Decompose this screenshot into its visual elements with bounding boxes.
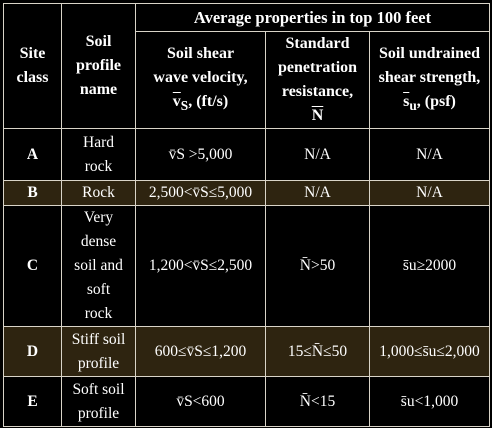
vs-cell: 1,200<v̄S≤2,500: [135, 205, 266, 327]
vs-cell: v̄S<600: [135, 376, 266, 427]
header-undrained-line1: Soil undrained: [379, 44, 480, 62]
name-line: dense: [80, 233, 117, 250]
n-cell: N̄>50: [265, 205, 370, 327]
su-symbol: s: [403, 92, 410, 110]
su-subscript: u: [409, 98, 417, 114]
vs-symbol: v: [172, 92, 181, 110]
table-row: C Very dense soil and soft rock 1,200<v̄…: [3, 205, 490, 327]
table-row: A Hard rock v̄S >5,000 N/A N/A: [3, 128, 490, 181]
name-line: profile: [77, 354, 120, 372]
name-line: Soft soil: [72, 380, 125, 398]
vs-unit: , (ft/s): [188, 92, 229, 110]
su-cell: s̄u≥2000: [369, 205, 490, 327]
header-shear-wave-line2: wave velocity,: [153, 68, 248, 86]
vs-subscript: S: [180, 98, 189, 114]
name-line: rock: [84, 305, 113, 322]
vs-cell: 600≤v̄S≤1,200: [135, 326, 266, 377]
n-symbol: N: [311, 107, 324, 124]
n-cell: N/A: [265, 128, 370, 181]
table-row: D Stiff soil profile 600≤v̄S≤1,200 15≤N̄…: [3, 326, 490, 377]
header-row-top: Site class Soil profile name Average pro…: [3, 3, 490, 129]
soil-profile-name-cell: Soft soil profile: [61, 376, 136, 427]
header-shear-wave-line1: Soil shear: [166, 44, 235, 62]
site-class-cell: C: [3, 205, 62, 327]
header-site-class-label: Site class: [16, 45, 49, 86]
name-line: soil and: [74, 257, 123, 274]
header-spt-line3: resistance,: [281, 83, 354, 100]
site-class-cell: A: [3, 128, 62, 181]
site-class-cell: B: [3, 180, 62, 206]
su-cell: 1,000≤s̄u≤2,000: [369, 326, 490, 377]
header-spt-line2: penetration: [277, 59, 358, 76]
name-line: Very: [83, 209, 114, 226]
name-line: Rock: [82, 184, 115, 201]
n-cell: N/A: [265, 180, 370, 206]
n-cell: 15≤N̄≤50: [265, 326, 370, 377]
soil-profile-name-cell: Hard rock: [61, 128, 136, 181]
header-soil-profile-name-label: Soil profile name: [75, 33, 122, 98]
vs-cell: 2,500<v̄S≤5,000: [135, 180, 266, 206]
table-row: B Rock 2,500<v̄S≤5,000 N/A N/A: [3, 180, 490, 206]
soil-profile-name-cell: Very dense soil and soft rock: [61, 205, 136, 327]
header-standard-penetration: Standard penetration resistance, N: [265, 31, 370, 129]
su-cell: N/A: [369, 180, 490, 206]
header-shear-wave-line3: vS, (ft/s): [139, 90, 262, 118]
header-site-class: Site class: [3, 3, 62, 129]
header-undrained-shear-strength: Soil undrained shear strength, su, (psf): [369, 31, 490, 129]
su-cell: N/A: [369, 128, 490, 181]
header-row-sub: Soil shear wave velocity, vS, (ft/s) Sta…: [4, 31, 490, 129]
header-undrained-line2: shear strength,: [378, 68, 481, 86]
name-line: profile: [77, 404, 120, 422]
header-average-properties: Average properties in top 100 feet: [135, 3, 490, 32]
vs-cell: v̄S >5,000: [135, 128, 266, 181]
site-class-table: Site class Soil profile name Average pro…: [3, 3, 490, 427]
name-line: rock: [84, 157, 113, 175]
name-line: Hard: [83, 133, 114, 151]
soil-profile-name-cell: Stiff soil profile: [61, 326, 136, 377]
site-class-cell: E: [3, 376, 62, 427]
table-row: E Soft soil profile v̄S<600 N̄<15 s̄u<1,…: [3, 376, 490, 427]
name-line: Stiff soil: [71, 330, 126, 348]
su-unit: , (psf): [416, 92, 456, 110]
header-shear-wave-velocity: Soil shear wave velocity, vS, (ft/s): [135, 31, 266, 129]
header-spt-line4: N: [269, 104, 366, 128]
name-line: soft: [86, 281, 111, 298]
header-average-properties-label: Average properties in top 100 feet: [193, 7, 432, 27]
soil-profile-name-cell: Rock: [61, 180, 136, 206]
header-soil-profile-name: Soil profile name: [61, 3, 136, 129]
header-spt-line1: Standard: [285, 35, 350, 52]
su-cell: s̄u<1,000: [369, 376, 490, 427]
n-cell: N̄<15: [265, 376, 370, 427]
site-class-cell: D: [3, 326, 62, 377]
header-undrained-line3: su, (psf): [373, 90, 486, 118]
